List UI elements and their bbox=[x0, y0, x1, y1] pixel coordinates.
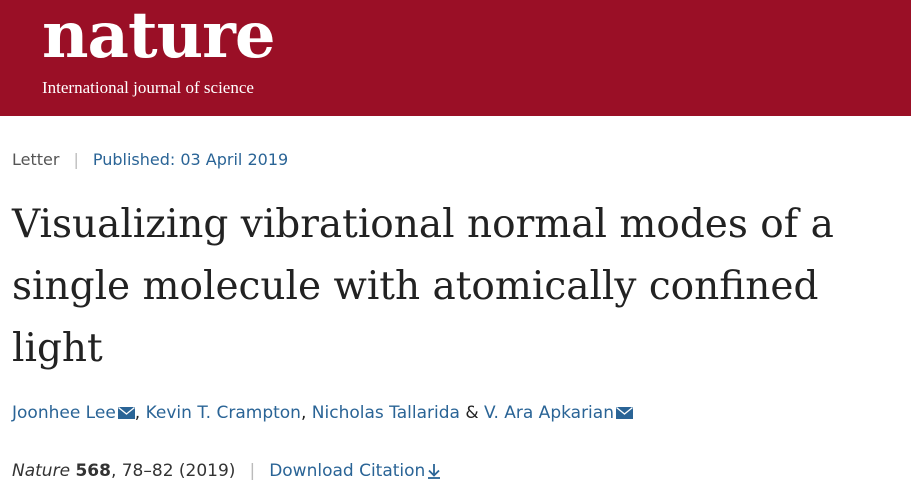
author-list: Joonhee Lee , Kevin T. Crampton , Nichol… bbox=[12, 403, 633, 423]
journal-name: Nature bbox=[12, 461, 71, 481]
author-link-lee[interactable]: Joonhee Lee bbox=[12, 403, 116, 423]
article-title: Visualizing vibrational normal modes of … bbox=[12, 202, 834, 371]
author-link-crampton[interactable]: Kevin T. Crampton bbox=[145, 403, 301, 423]
download-citation-link[interactable]: Download Citation bbox=[269, 461, 426, 481]
citation-line: Nature 568 , 78–82 (2019) | Download Cit… bbox=[12, 461, 441, 481]
logo-tagline: International journal of science bbox=[42, 78, 254, 97]
envelope-icon[interactable] bbox=[615, 407, 633, 419]
journal-pages: , 78–82 (2019) bbox=[110, 461, 236, 481]
author-link-tallarida[interactable]: Nicholas Tallarida bbox=[311, 403, 460, 423]
download-arrow-icon[interactable] bbox=[427, 463, 441, 479]
author-separator: , bbox=[300, 403, 307, 423]
author-link-apkarian[interactable]: V. Ara Apkarian bbox=[484, 403, 614, 423]
article-type: Letter bbox=[12, 150, 60, 169]
journal-volume: 568 bbox=[75, 461, 111, 481]
published-date: Published: 03 April 2019 bbox=[92, 150, 289, 169]
meta-divider: | bbox=[73, 150, 79, 169]
nature-logo[interactable]: nature bbox=[42, 0, 276, 73]
envelope-icon[interactable] bbox=[117, 407, 135, 419]
article-meta: Letter | Published: 03 April 2019 bbox=[12, 150, 288, 169]
author-separator: , bbox=[134, 403, 141, 423]
author-ampersand: & bbox=[465, 403, 479, 423]
site-header: nature International journal of science bbox=[0, 0, 911, 116]
citation-divider: | bbox=[249, 461, 256, 481]
